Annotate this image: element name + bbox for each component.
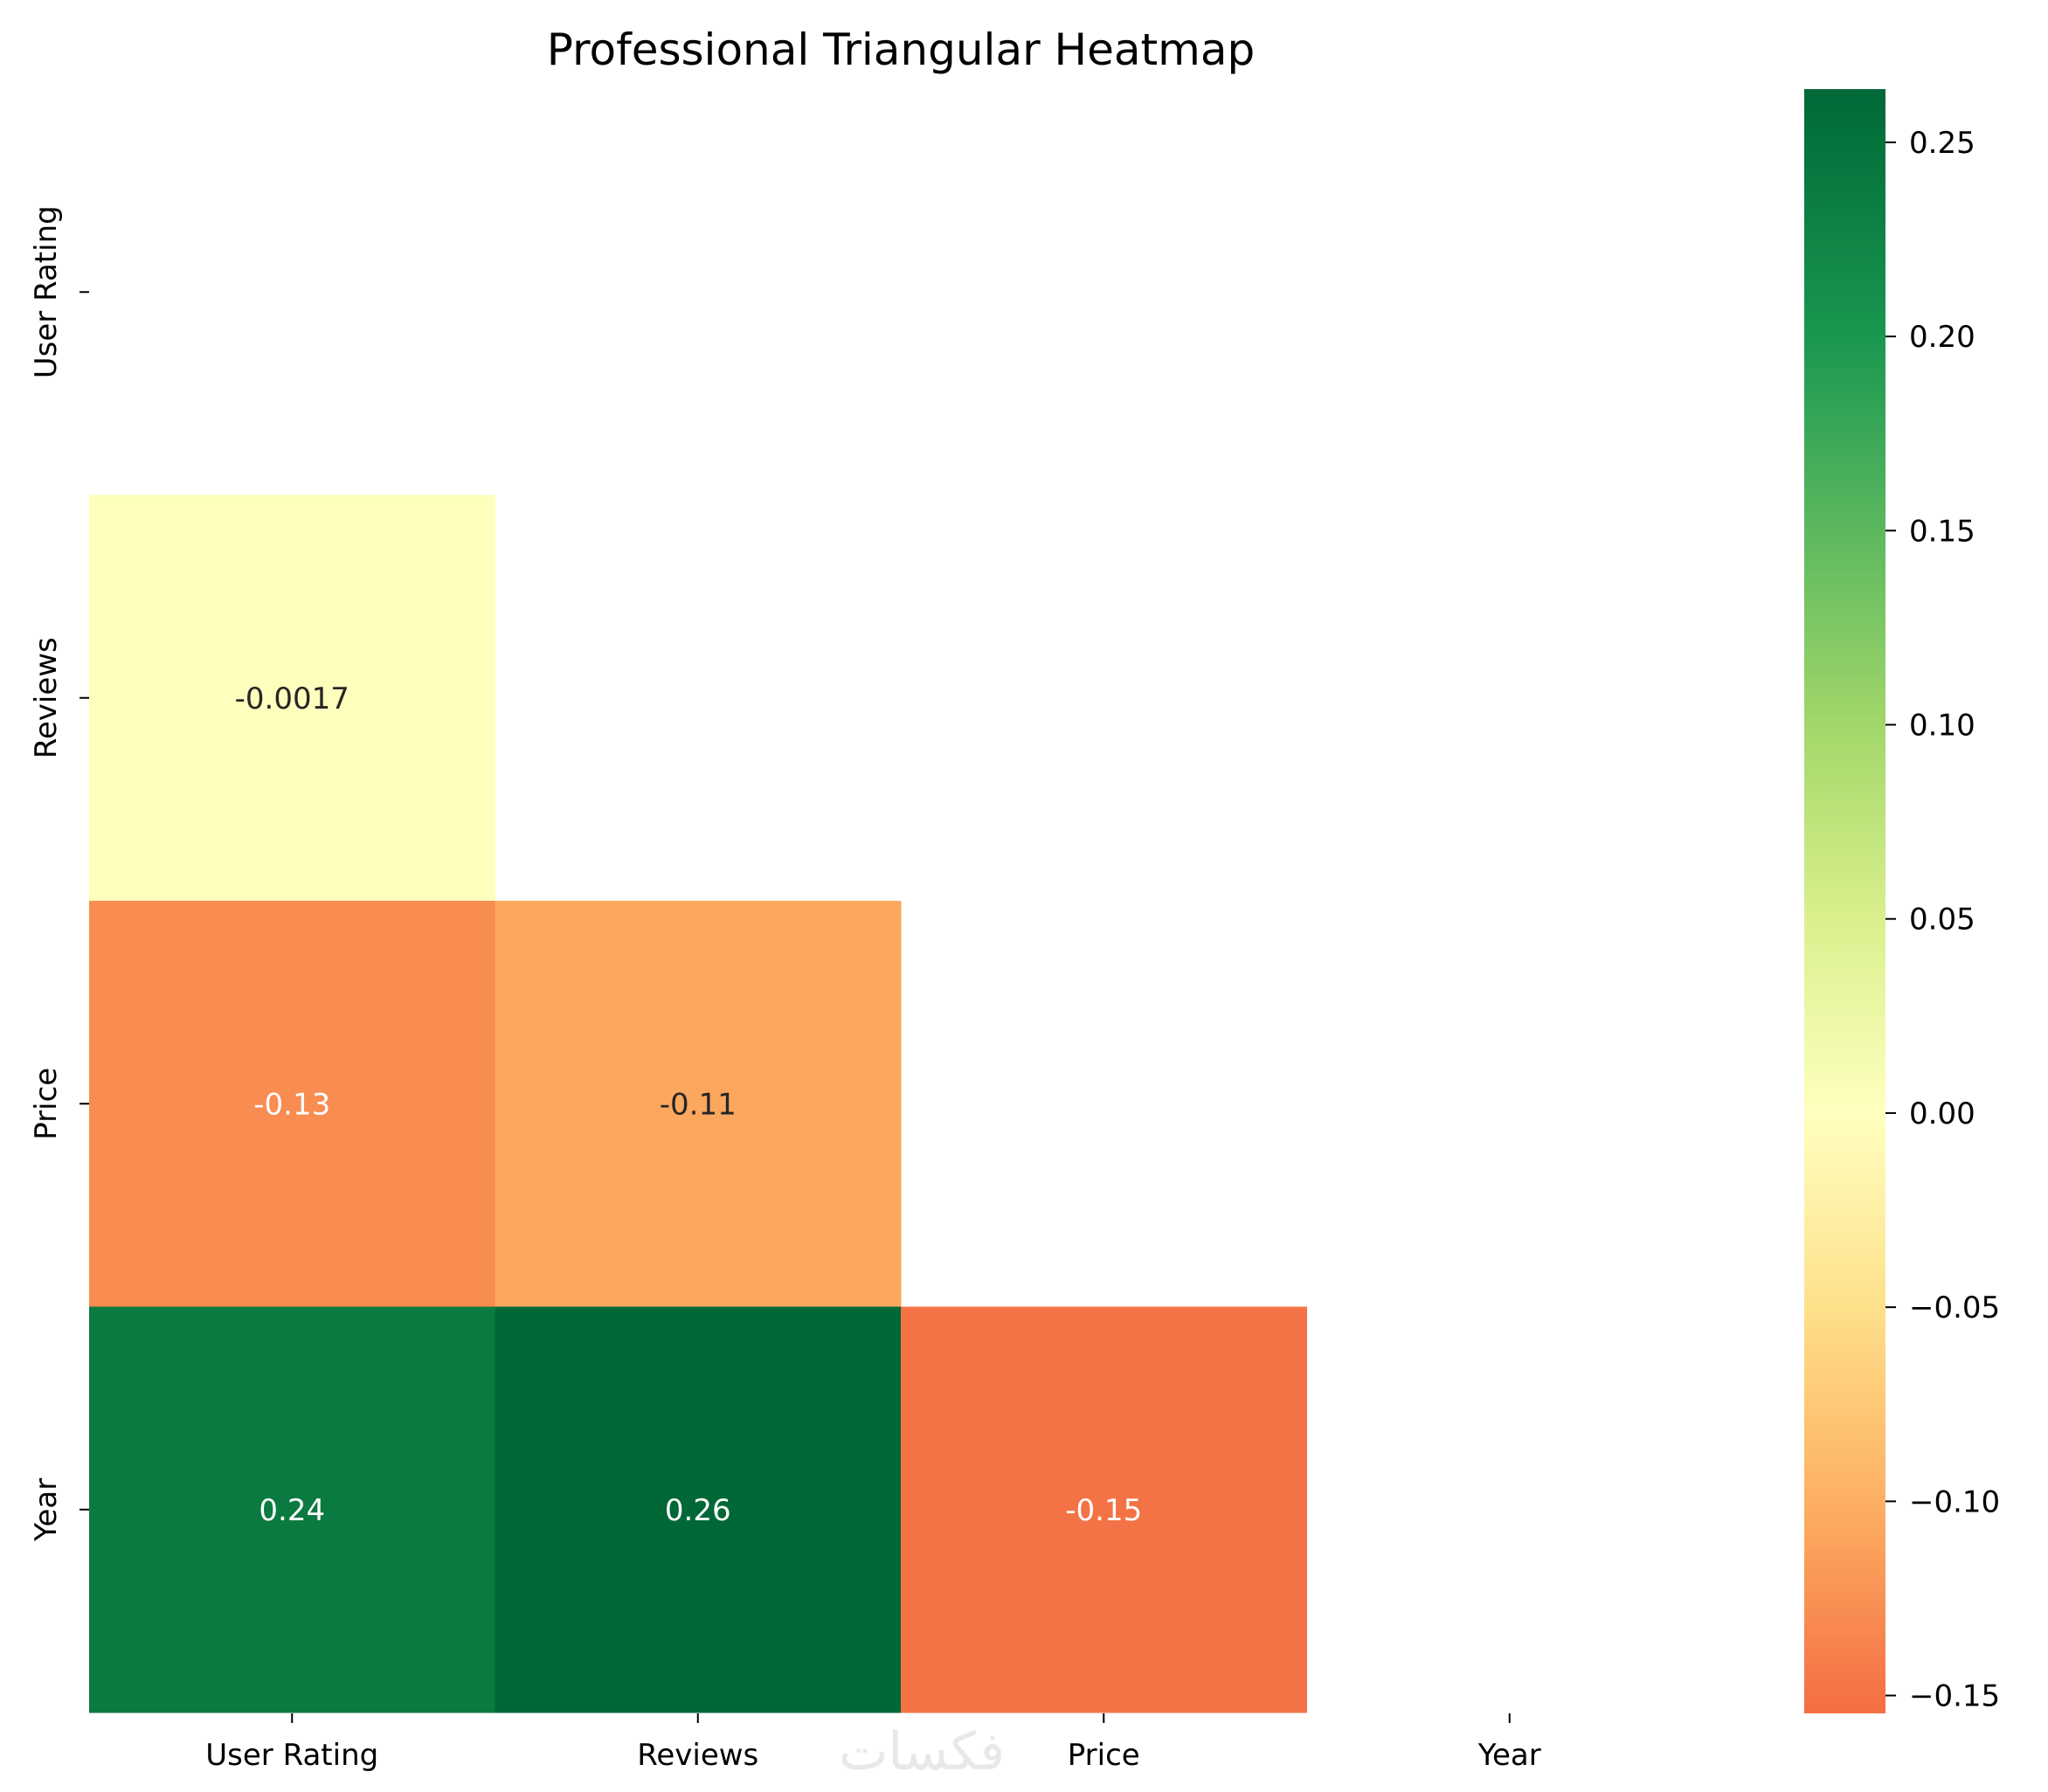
cell-value-label: -0.0017 [235,682,349,716]
x-tick-label: User Rating [205,1738,378,1773]
heatmap-cell [495,1306,902,1713]
y-tick-label: User Rating [29,205,64,378]
x-axis: User Rating Reviews Price Year [205,1713,1541,1773]
y-tick-label: Year [29,1478,64,1542]
cell-value-label: 0.26 [665,1493,731,1528]
watermark: فكسات [839,1721,1005,1782]
heatmap-cell [89,901,495,1307]
chart-title: Professional Triangular Heatmap [547,24,1255,75]
cell-value-label: -0.11 [660,1087,737,1122]
cell-value-label: -0.13 [253,1087,330,1122]
heatmap-cell [89,495,495,902]
colorbar-tick-label: 0.05 [1909,903,1975,938]
y-axis: User Rating Reviews Price Year [29,205,89,1542]
heatmap-cell [89,1306,495,1713]
x-tick-label: Year [1477,1738,1541,1773]
heatmap-cells: -0.0017 -0.13 -0.11 0.24 0.26 -0.15 [89,495,1307,1713]
y-tick-label: Reviews [29,637,64,758]
cell-value-label: 0.24 [259,1493,325,1528]
colorbar-tick-label: 0.15 [1909,514,1975,549]
cell-value-label: -0.15 [1065,1493,1142,1528]
colorbar-tick-label: 0.20 [1909,320,1975,355]
x-tick-label: Reviews [637,1738,758,1773]
y-tick-label: Price [29,1068,64,1140]
colorbar-tick-label: −0.10 [1909,1484,2000,1519]
colorbar-tick-label: −0.15 [1909,1679,2000,1714]
colorbar-tick-label: 0.10 [1909,709,1975,744]
colorbar [1804,89,1885,1713]
x-tick-label: Price [1068,1738,1140,1773]
colorbar-tick-label: 0.25 [1909,126,1975,161]
colorbar-ticks: 0.25 0.20 0.15 0.10 0.05 0.00 −0.05 −0.10 −0.15 [1885,126,2000,1714]
heatmap-cell [901,1306,1307,1713]
colorbar-tick-label: −0.05 [1909,1290,2000,1325]
colorbar-tick-label: 0.00 [1909,1097,1975,1131]
heatmap-cell [495,901,902,1307]
